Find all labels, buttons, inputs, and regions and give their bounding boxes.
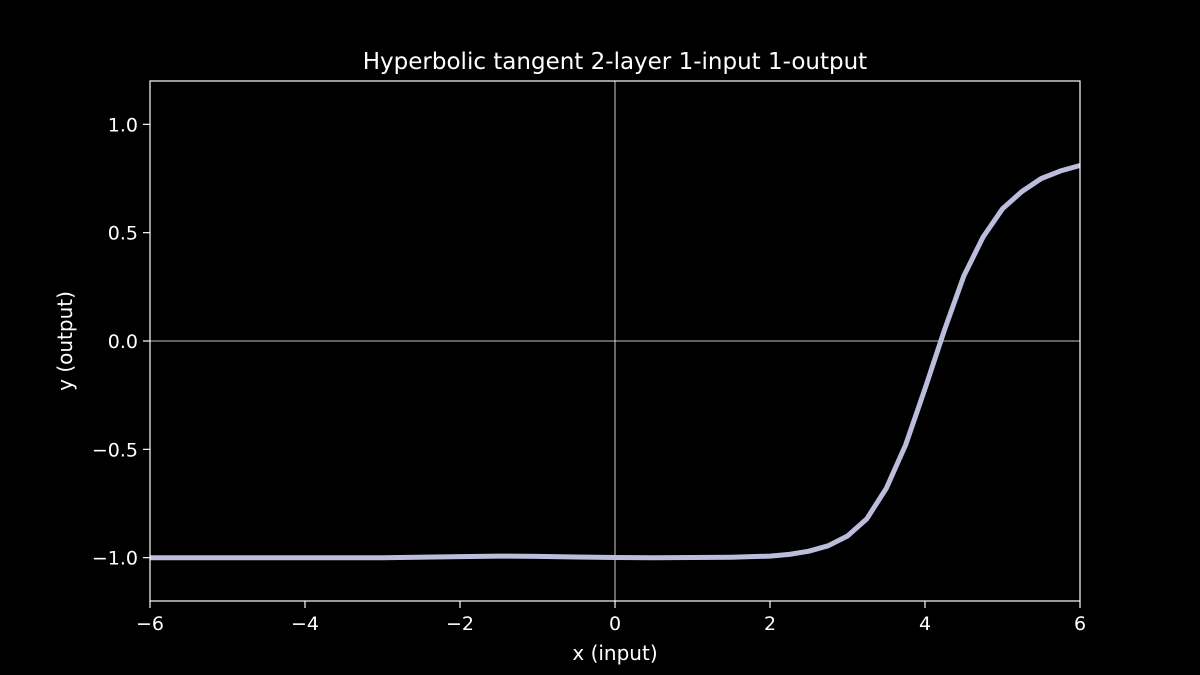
x-tick-label: 6: [1074, 613, 1086, 635]
x-axis-ticks: −6 −4 −2 0 2 4 6: [136, 601, 1086, 635]
x-tick-label: 0: [609, 613, 621, 635]
x-tick-label: 4: [919, 613, 931, 635]
y-tick-label: −1.0: [92, 548, 138, 570]
y-tick-label: 1.0: [108, 114, 138, 136]
series-layer: [150, 163, 1081, 561]
series-line-0: [150, 163, 1081, 561]
x-axis-label: x (input): [572, 641, 657, 665]
x-tick-label: −6: [136, 613, 164, 635]
y-axis-label: y (output): [53, 291, 77, 391]
x-tick-label: −4: [291, 613, 319, 635]
x-tick-label: 2: [764, 613, 776, 635]
y-tick-label: −0.5: [92, 439, 138, 461]
chart-title: Hyperbolic tangent 2-layer 1-input 1-out…: [363, 49, 867, 75]
reference-lines: [150, 81, 1080, 601]
y-tick-label: 0.5: [108, 223, 138, 245]
y-tick-label: 0.0: [108, 331, 138, 353]
x-tick-label: −2: [446, 613, 474, 635]
y-axis-ticks: 1.0 0.5 0.0 −0.5 −1.0: [92, 114, 150, 570]
